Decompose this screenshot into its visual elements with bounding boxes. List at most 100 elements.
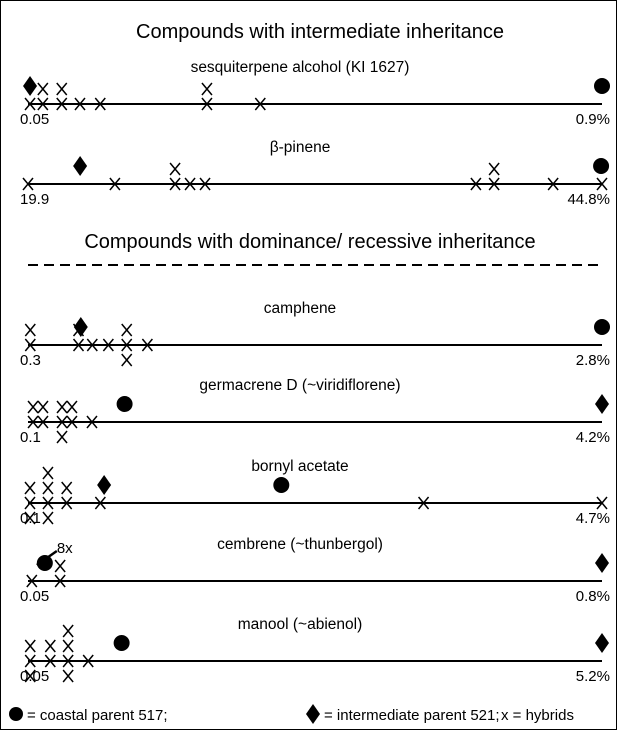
hybrid-x <box>56 82 68 96</box>
hybrid-mark <box>74 97 86 111</box>
hybrid-mark <box>24 639 36 653</box>
hybrid-x <box>24 97 36 111</box>
hybrid-x <box>86 415 98 429</box>
hybrid-x <box>54 574 66 588</box>
hybrid-x <box>169 162 181 176</box>
legend-text: x = hybrids <box>501 707 574 724</box>
coastal-parent <box>594 319 610 335</box>
hybrid-x <box>24 481 36 495</box>
intermediate-parent <box>97 475 112 495</box>
range-max: 2.8% <box>576 352 610 369</box>
hybrid-x <box>417 496 430 510</box>
hybrid-x <box>27 415 39 429</box>
hybrid-x <box>169 177 181 191</box>
hybrid-x <box>184 177 196 191</box>
hybrid-x <box>109 177 121 191</box>
hybrid-x <box>56 97 68 111</box>
hybrid-mark <box>72 338 85 352</box>
row-title: manool (~abienol) <box>238 616 363 633</box>
hybrid-mark <box>547 177 559 191</box>
hybrid-x <box>54 559 66 573</box>
range-max: 4.7% <box>576 510 610 527</box>
hybrid-mark <box>56 430 68 444</box>
hybrid-mark <box>94 97 106 111</box>
hybrid-x <box>121 338 133 352</box>
hybrid-x <box>42 511 54 525</box>
legend-text: = coastal parent 517; <box>27 707 168 724</box>
row-title: sesquiterpene alcohol (KI 1627) <box>191 59 410 76</box>
hybrid-mark <box>488 177 500 191</box>
hybrid-mark <box>24 654 36 668</box>
annotation: 8x <box>57 540 73 557</box>
hybrid-mark <box>86 338 98 352</box>
hybrid-x <box>201 82 213 96</box>
hybrid-x <box>141 338 153 352</box>
hybrid-mark <box>56 400 68 414</box>
hybrid-mark <box>61 481 73 495</box>
hybrid-x <box>102 338 114 352</box>
row-title: camphene <box>264 300 336 317</box>
hybrid-mark <box>109 177 121 191</box>
intermediate-parent <box>595 633 609 653</box>
hybrid-x <box>86 338 98 352</box>
hybrid-x <box>44 654 56 668</box>
hybrid-x <box>24 639 36 653</box>
hybrid-mark <box>66 400 78 414</box>
hybrid-mark <box>102 338 114 352</box>
hybrid-x <box>42 466 54 480</box>
range-min: 0.3 <box>20 352 41 369</box>
legend-text: = intermediate parent 521; <box>324 707 500 724</box>
coastal-parent <box>273 477 290 493</box>
range-max: 44.8% <box>567 191 610 208</box>
hybrid-mark <box>24 496 36 510</box>
hybrid-mark <box>44 654 56 668</box>
hybrid-x <box>488 162 500 176</box>
hybrid-mark <box>24 669 36 683</box>
hybrid-mark <box>254 97 266 111</box>
row-title: β-pinene <box>270 139 331 156</box>
range-min: 19.9 <box>20 191 49 208</box>
hybrid-mark <box>82 654 94 668</box>
hybrid-x <box>24 338 36 352</box>
hybrid-mark <box>22 177 34 191</box>
hybrid-mark <box>184 177 196 191</box>
hybrid-x <box>596 177 608 191</box>
hybrid-x <box>596 496 608 510</box>
intermediate-parent <box>73 317 88 337</box>
hybrid-mark <box>54 574 66 588</box>
hybrid-mark <box>26 574 38 588</box>
hybrid-mark <box>61 496 73 510</box>
hybrid-x <box>470 177 482 191</box>
row-title: bornyl acetate <box>251 458 348 475</box>
hybrid-mark <box>27 415 39 429</box>
range-max: 4.2% <box>576 429 610 446</box>
hybrid-x <box>24 496 36 510</box>
range-max: 5.2% <box>576 668 610 685</box>
hybrid-mark <box>94 496 106 510</box>
hybrid-x <box>82 654 94 668</box>
hybrid-mark <box>37 400 49 414</box>
intermediate-parent <box>73 156 88 176</box>
coastal-parent <box>593 158 610 174</box>
hybrid-x <box>62 669 74 683</box>
hybrid-mark <box>121 323 133 337</box>
hybrid-mark <box>42 466 54 480</box>
hybrid-x <box>26 574 38 588</box>
hybrid-mark <box>44 639 56 653</box>
hybrid-mark <box>24 97 36 111</box>
legend-circle <box>9 707 23 721</box>
hybrid-mark <box>42 511 54 525</box>
section-title: Compounds with dominance/ recessive inhe… <box>84 231 535 253</box>
hybrid-mark <box>169 162 181 176</box>
hybrid-mark <box>56 415 68 429</box>
hybrid-mark <box>56 82 68 96</box>
hybrid-x <box>24 323 36 337</box>
hybrid-mark <box>42 481 54 495</box>
hybrid-mark <box>24 481 36 495</box>
range-min: 0.1 <box>20 429 41 446</box>
hybrid-mark <box>56 97 68 111</box>
hybrid-x <box>121 353 133 367</box>
hybrid-x <box>61 481 73 495</box>
